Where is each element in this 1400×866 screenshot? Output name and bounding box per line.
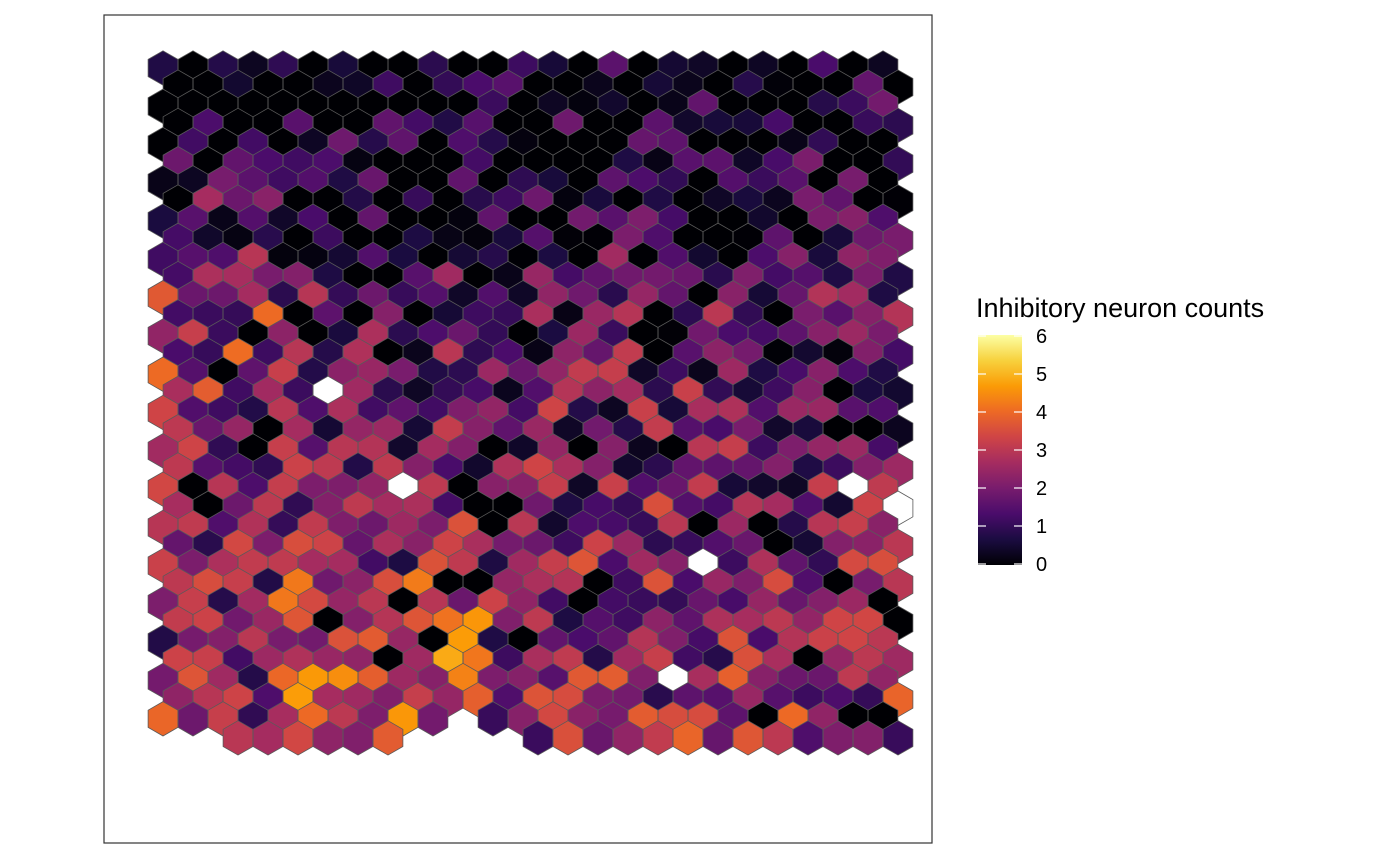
legend-tick-label: 0: [1036, 554, 1047, 576]
hex-spots: [147, 50, 914, 756]
legend-title: Inhibitory neuron counts: [976, 293, 1264, 323]
legend: Inhibitory neuron counts 0 1 2 3 4 5 6: [976, 293, 1264, 576]
legend-tick-label: 6: [1036, 326, 1047, 348]
legend-tick-label: 4: [1036, 402, 1047, 424]
legend-tick-label: 1: [1036, 516, 1047, 538]
hex-spot: [372, 720, 404, 756]
legend-tick-label: 3: [1036, 440, 1047, 462]
hex-spot: [882, 720, 914, 756]
legend-tick-label: 5: [1036, 364, 1047, 386]
legend-tick-label: 2: [1036, 478, 1047, 500]
hex-spot: [417, 701, 449, 737]
